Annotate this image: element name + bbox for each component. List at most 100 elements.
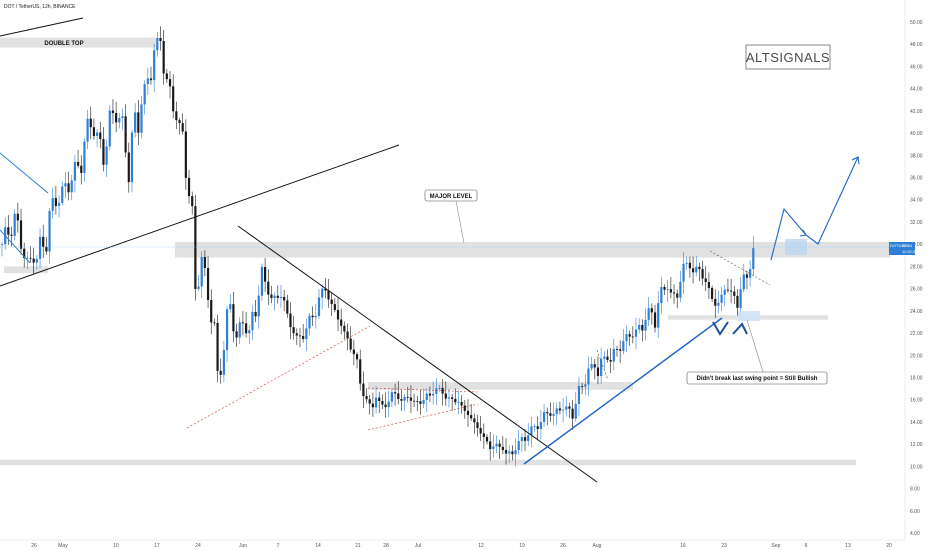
candle [647,297,650,326]
candle [146,67,149,95]
candle [685,256,688,271]
candle [137,100,140,145]
candle [317,289,321,319]
x-tick-label: 16 [680,543,686,549]
candle [352,339,355,366]
trendline-top-left[interactable] [0,17,84,37]
candle [606,349,609,363]
candle [140,95,143,139]
candle [612,338,615,371]
candle [476,414,479,437]
y-tick-label: 26.00 [910,287,923,293]
candle [13,209,16,241]
candle [390,388,394,408]
x-tick-label: Sep [772,543,781,549]
candle [229,294,232,313]
candle [45,237,48,255]
candle [216,314,219,383]
x-tick-label: Aug [593,543,602,549]
candle [35,254,38,270]
candle [463,399,466,419]
candle [203,250,206,277]
candle [704,266,707,291]
candle [374,386,378,414]
candle [720,286,723,312]
candle [590,356,593,371]
x-tick-label: 12 [478,543,484,549]
candle [587,356,590,396]
candle [542,404,546,427]
candle [153,43,156,93]
candle [707,272,711,300]
candle [130,129,134,193]
candle [393,383,397,406]
x-tick-label: 28 [383,543,389,549]
y-tick-label: 28.00 [910,264,923,270]
candle [561,397,565,423]
x-tick-label: 7 [277,543,280,549]
candle [679,271,682,303]
candle [615,345,619,357]
candle [447,388,451,408]
swing-label-group: Didn't break last swing point = Still Bu… [686,371,828,385]
candle [244,311,248,338]
candle [577,376,581,416]
candle [70,174,73,201]
y-tick-label: 44.00 [910,87,923,93]
candle [581,383,584,394]
candle [73,154,77,193]
candle [397,381,400,405]
y-tick-label: 42.00 [910,109,923,115]
candle [254,300,257,323]
candle [273,292,276,311]
dashed-trend-1 [186,325,371,429]
candle [197,274,200,292]
candle [622,328,625,355]
projection-arrow-head-top [851,156,860,165]
candle [752,235,755,277]
candle [631,326,634,344]
candle [584,374,587,396]
candle [600,347,603,385]
candle [530,416,533,448]
level-support [0,459,856,466]
x-axis: 26 May 10 17 24 Jun 7 14 21 28 Jul 12 19 26 Aug 16 23 Sep… [0,539,905,549]
candle [156,31,159,57]
double-top-label-group: DOUBLE TOP [44,41,83,47]
candle [492,434,495,459]
candle [657,291,660,339]
major-level-callout-line [455,200,465,244]
candle [225,306,229,363]
candle [308,313,311,336]
trendline-descending[interactable] [237,225,598,483]
candle [124,104,127,158]
swing-arrow-right [732,322,748,335]
candle [115,101,118,133]
y-tick-label: 36.00 [910,176,923,182]
candle [482,423,485,449]
candle [343,321,346,340]
candle [466,399,470,427]
trendline-channel-left-top[interactable] [0,152,49,194]
candle [264,257,267,292]
candle [57,195,61,218]
candle [311,306,314,327]
candle [733,285,736,305]
candle [644,308,647,341]
trendline-long-ascending[interactable] [0,144,400,287]
brand-label: ALTSIGNALS [746,50,830,65]
candle [549,402,552,422]
candle [168,71,172,99]
x-tick-label: 26 [560,543,566,549]
candle [38,228,42,268]
candle [89,106,92,140]
candle [302,323,305,343]
x-tick-label: 13 [845,543,851,549]
candle [210,289,213,335]
candle [730,278,733,304]
trendline-channel-left-bottom[interactable] [0,229,31,264]
x-tick-label: Jun [239,543,247,549]
candle [625,325,628,353]
trendline-support-ascending[interactable] [523,317,723,465]
